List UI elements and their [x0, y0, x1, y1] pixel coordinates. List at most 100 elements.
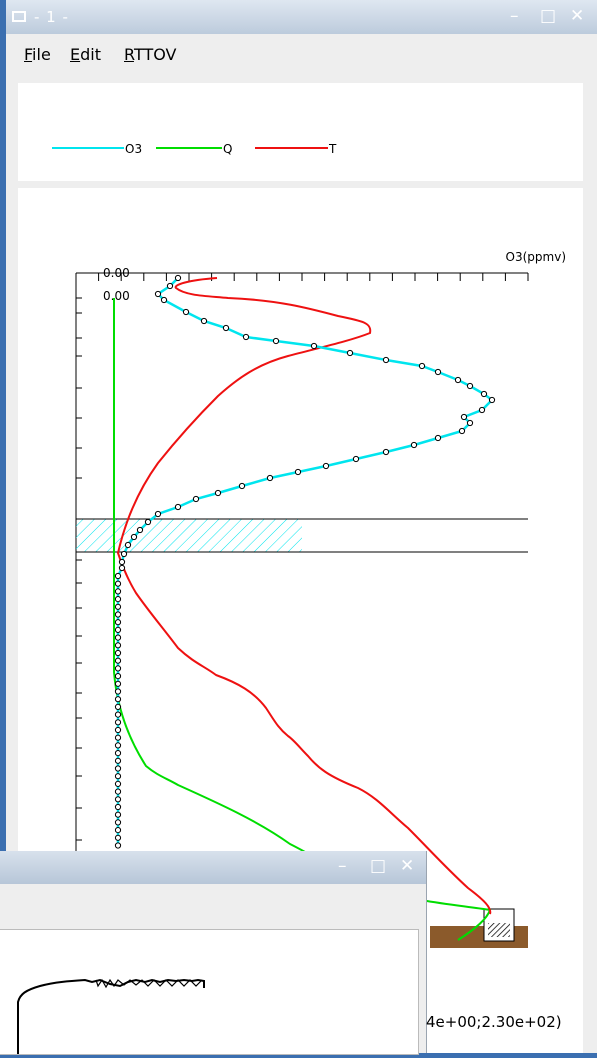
o3-marker — [114, 765, 122, 772]
o3-marker — [114, 750, 122, 757]
o3-marker — [242, 333, 250, 341]
close-button[interactable]: ✕ — [570, 6, 585, 26]
legend-panel: O3 Q T — [18, 83, 583, 181]
second-close-button[interactable]: ✕ — [400, 856, 415, 876]
o3-marker — [114, 834, 122, 841]
menu-file-label: ile — [32, 45, 51, 64]
second-chart[interactable] — [0, 930, 418, 1054]
second-title-bar[interactable]: – □ ✕ — [0, 851, 426, 884]
o3-marker — [114, 703, 122, 711]
o3-marker — [114, 726, 122, 734]
o3-marker — [114, 711, 122, 718]
o3-marker — [114, 603, 122, 610]
o3-marker — [114, 696, 122, 703]
window-title: - 1 - — [34, 8, 69, 26]
o3-marker — [214, 489, 222, 497]
o3-marker — [114, 742, 122, 749]
series-o3-line[interactable] — [116, 277, 494, 846]
series-o3-markers — [114, 274, 496, 849]
o3-marker — [114, 811, 122, 818]
o3-marker — [114, 780, 122, 788]
o3-marker — [154, 290, 162, 298]
o3-marker — [114, 657, 122, 664]
menu-edit-accel: E — [70, 45, 81, 64]
minimize-button[interactable]: – — [510, 6, 519, 26]
o3-marker — [238, 482, 246, 490]
legend-label-q: Q — [223, 142, 232, 156]
o3-marker — [460, 413, 468, 421]
left-axis-ticks — [76, 272, 82, 909]
o3-marker — [294, 468, 302, 476]
o3-marker — [114, 796, 122, 803]
o3-marker — [114, 842, 122, 849]
o3-marker — [488, 396, 496, 404]
o3-marker — [114, 819, 122, 826]
o3-marker — [310, 342, 318, 350]
o3-marker — [182, 308, 190, 316]
o3-marker — [434, 434, 442, 442]
second-maximize-button[interactable]: □ — [370, 856, 387, 876]
o3-marker — [124, 541, 132, 549]
second-minimize-button[interactable]: – — [338, 856, 347, 876]
title-bar[interactable]: - 1 - – □ ✕ — [6, 0, 597, 34]
second-chart-noise — [95, 978, 203, 989]
menu-rttov[interactable]: RTTOV — [124, 45, 176, 64]
o3-marker — [382, 356, 390, 364]
o3-marker — [174, 503, 182, 511]
surface-box-hatch — [488, 923, 510, 937]
o3-marker — [266, 474, 274, 482]
o3-marker — [114, 596, 122, 603]
o3-marker — [114, 634, 122, 641]
cursor-readout: 4e+00;2.30e+02) — [426, 1013, 562, 1031]
menu-rttov-accel: R — [124, 45, 134, 64]
o3-marker — [144, 518, 152, 526]
o3-marker — [346, 349, 354, 357]
o3-marker — [434, 368, 442, 376]
o3-marker — [418, 362, 426, 370]
maximize-button[interactable]: □ — [540, 6, 557, 26]
o3-marker — [114, 619, 122, 626]
o3-marker — [130, 533, 138, 541]
o3-marker — [192, 495, 200, 503]
o3-marker — [114, 788, 122, 795]
o3-marker — [114, 688, 122, 695]
o3-marker — [382, 448, 390, 456]
o3-marker — [272, 337, 280, 345]
o3-marker — [114, 773, 122, 780]
legend: O3 Q T — [52, 142, 337, 156]
x-axis-label: O3(ppmv) — [506, 250, 566, 264]
o3-marker — [114, 680, 122, 687]
second-chart-line[interactable] — [17, 978, 205, 1054]
series-q-line[interactable] — [113, 298, 492, 941]
o3-marker — [480, 390, 488, 398]
menu-edit[interactable]: Edit — [70, 45, 101, 64]
second-window: – □ ✕ — [0, 851, 427, 1055]
o3-marker — [118, 564, 126, 572]
o3-marker — [322, 462, 330, 470]
o3-marker — [114, 611, 122, 618]
top-axis-ticks — [75, 273, 529, 281]
o3-marker — [114, 665, 122, 672]
o3-marker — [478, 406, 486, 414]
tropopause-hatch — [76, 519, 302, 552]
o3-marker — [114, 642, 122, 649]
o3-marker — [114, 673, 122, 680]
legend-label-o3: O3 — [125, 142, 142, 156]
o3-marker — [114, 719, 122, 726]
second-menu-bar — [0, 884, 426, 926]
o3-marker — [114, 649, 122, 657]
window-icon[interactable] — [12, 11, 26, 22]
o3-marker — [160, 296, 168, 304]
o3-marker — [114, 588, 122, 595]
o3-marker — [114, 626, 122, 633]
o3-marker — [114, 803, 122, 811]
profile-chart[interactable]: O3(ppmv) 0.00 0.00 — [18, 188, 583, 1053]
series-t-line[interactable] — [116, 277, 492, 915]
second-plot-panel — [0, 929, 419, 1055]
top-tick-label: 0.00 — [103, 289, 130, 303]
o3-marker — [120, 550, 128, 558]
menu-file-accel: F — [24, 45, 33, 64]
o3-marker — [136, 526, 144, 534]
menu-file[interactable]: File — [24, 45, 51, 64]
menu-edit-label: dit — [80, 45, 101, 64]
